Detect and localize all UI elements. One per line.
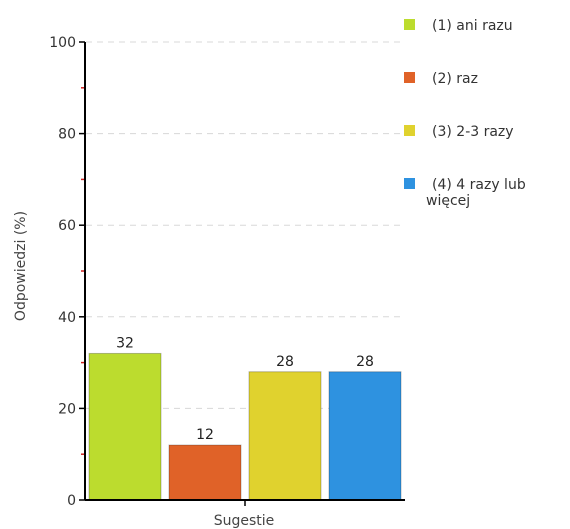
bar-value-label: 12 [196, 427, 214, 443]
legend-label: (1) ani razu [432, 18, 513, 34]
bar-value-label: 32 [116, 335, 134, 351]
bar-value-label: 28 [276, 354, 294, 370]
axes [79, 41, 405, 506]
bar [168, 444, 242, 501]
legend-swatch [404, 125, 415, 136]
bars [88, 352, 402, 501]
legend-label: (2) raz [432, 71, 478, 87]
y-axis-title: Odpowiedzi (%) [13, 211, 29, 321]
legend-swatch [404, 72, 415, 83]
bar-value-label: 28 [356, 354, 374, 370]
y-tick-label: 40 [58, 310, 76, 326]
y-tick-label: 0 [67, 493, 76, 509]
bar [248, 371, 322, 501]
y-tick-label: 20 [58, 401, 76, 417]
labels: 0 20 40 60 80 100 32 12 28 28 [49, 35, 374, 509]
legend-label-continued: więcej [426, 193, 470, 209]
y-tick-label: 100 [49, 35, 76, 51]
bar [88, 352, 162, 501]
legend-label: (4) 4 razy lub [432, 177, 526, 193]
y-tick-label: 80 [58, 127, 76, 143]
legend-swatch [404, 178, 415, 189]
legend: (1) ani razu (2) raz (3) 2-3 razy (4) 4 raz… [404, 18, 526, 209]
bar [328, 371, 402, 501]
x-axis-title: Sugestie [214, 513, 275, 529]
legend-label: (3) 2-3 razy [432, 124, 514, 140]
y-tick-label: 60 [58, 218, 76, 234]
legend-swatch [404, 19, 415, 30]
